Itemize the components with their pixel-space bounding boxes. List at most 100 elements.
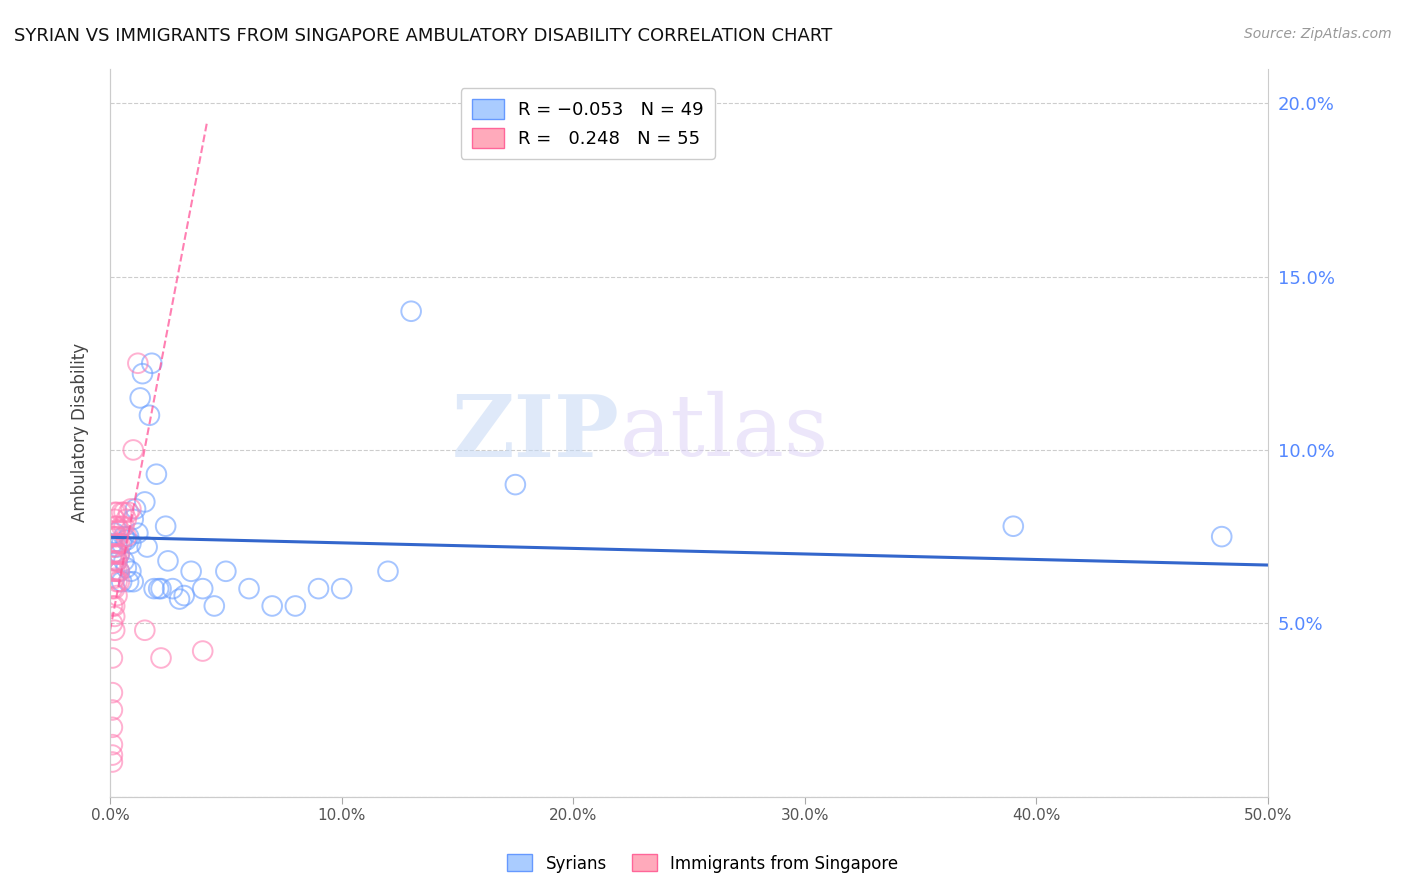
Point xyxy=(169,592,191,607)
Point xyxy=(120,564,142,578)
Point xyxy=(141,356,163,370)
Point xyxy=(1211,530,1233,544)
Point xyxy=(111,536,134,550)
Point xyxy=(104,547,127,561)
Point xyxy=(104,571,127,585)
Point xyxy=(117,574,139,589)
Point xyxy=(399,304,422,318)
Point xyxy=(117,530,139,544)
Point xyxy=(101,599,124,613)
Legend: R = −0.053   N = 49, R =   0.248   N = 55: R = −0.053 N = 49, R = 0.248 N = 55 xyxy=(461,88,714,159)
Point xyxy=(115,533,138,547)
Point xyxy=(117,505,139,519)
Point xyxy=(105,547,128,561)
Point xyxy=(127,356,149,370)
Point xyxy=(162,582,184,596)
Point xyxy=(134,624,156,638)
Point xyxy=(122,512,145,526)
Point xyxy=(104,624,127,638)
Point xyxy=(308,582,330,596)
Point xyxy=(104,540,127,554)
Point xyxy=(115,530,138,544)
Point xyxy=(104,609,127,624)
Point xyxy=(101,651,124,665)
Point xyxy=(101,747,124,762)
Legend: Syrians, Immigrants from Singapore: Syrians, Immigrants from Singapore xyxy=(501,847,905,880)
Point xyxy=(127,526,149,541)
Point xyxy=(215,564,238,578)
Point xyxy=(101,536,124,550)
Point xyxy=(104,505,127,519)
Point xyxy=(101,564,124,578)
Point xyxy=(143,582,166,596)
Point xyxy=(104,526,127,541)
Point xyxy=(104,512,127,526)
Point xyxy=(156,554,179,568)
Point xyxy=(108,536,131,550)
Point xyxy=(111,505,134,519)
Point xyxy=(112,519,135,533)
Point xyxy=(108,547,131,561)
Text: ZIP: ZIP xyxy=(451,391,620,475)
Point xyxy=(115,561,138,575)
Point xyxy=(104,554,127,568)
Point xyxy=(155,519,177,533)
Point xyxy=(105,505,128,519)
Point xyxy=(105,530,128,544)
Point xyxy=(173,589,195,603)
Point xyxy=(101,530,124,544)
Point xyxy=(134,495,156,509)
Point xyxy=(105,554,128,568)
Point xyxy=(120,501,142,516)
Point xyxy=(108,547,131,561)
Point xyxy=(138,409,160,423)
Point xyxy=(105,564,128,578)
Point xyxy=(145,467,167,482)
Point xyxy=(115,512,138,526)
Point xyxy=(101,720,124,734)
Point xyxy=(122,442,145,457)
Point xyxy=(180,564,202,578)
Point xyxy=(101,703,124,717)
Y-axis label: Ambulatory Disability: Ambulatory Disability xyxy=(72,343,89,522)
Point xyxy=(105,519,128,533)
Point xyxy=(112,530,135,544)
Point xyxy=(104,599,127,613)
Point xyxy=(101,540,124,554)
Point xyxy=(505,477,527,491)
Point xyxy=(105,540,128,554)
Point xyxy=(101,547,124,561)
Point xyxy=(150,582,173,596)
Point xyxy=(101,686,124,700)
Point xyxy=(377,564,399,578)
Point xyxy=(105,554,128,568)
Point xyxy=(131,367,153,381)
Point xyxy=(105,536,128,550)
Point xyxy=(202,599,225,613)
Point xyxy=(112,554,135,568)
Point xyxy=(191,644,214,658)
Point xyxy=(104,582,127,596)
Point xyxy=(136,540,159,554)
Point xyxy=(150,651,173,665)
Point xyxy=(104,530,127,544)
Point xyxy=(104,564,127,578)
Point xyxy=(238,582,260,596)
Point xyxy=(129,391,152,405)
Point xyxy=(101,755,124,769)
Point xyxy=(101,554,124,568)
Point xyxy=(105,589,128,603)
Point xyxy=(101,582,124,596)
Point xyxy=(111,519,134,533)
Text: SYRIAN VS IMMIGRANTS FROM SINGAPORE AMBULATORY DISABILITY CORRELATION CHART: SYRIAN VS IMMIGRANTS FROM SINGAPORE AMBU… xyxy=(14,27,832,45)
Point xyxy=(120,536,142,550)
Point xyxy=(108,574,131,589)
Point xyxy=(111,574,134,589)
Point xyxy=(124,501,146,516)
Point xyxy=(262,599,284,613)
Point xyxy=(108,564,131,578)
Point xyxy=(104,519,127,533)
Point xyxy=(148,582,170,596)
Point xyxy=(101,738,124,752)
Point xyxy=(108,564,131,578)
